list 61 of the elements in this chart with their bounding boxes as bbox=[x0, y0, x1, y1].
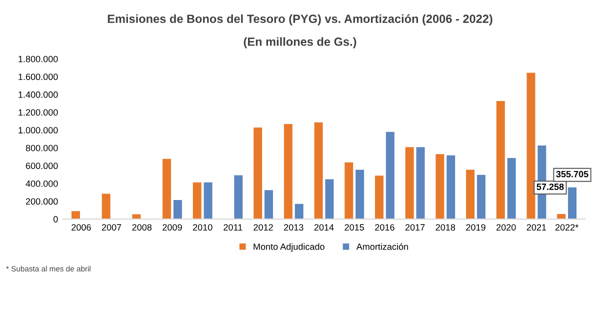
x-tick-label: 2008 bbox=[132, 224, 152, 231]
bar bbox=[344, 162, 354, 220]
x-tick-label: 2020 bbox=[496, 224, 516, 231]
y-tick-label: 600.000 bbox=[26, 162, 58, 170]
y-tick-label: 1.000.000 bbox=[18, 127, 58, 134]
bar bbox=[325, 179, 334, 220]
y-tick-label: 800.000 bbox=[26, 144, 58, 152]
bar bbox=[254, 127, 262, 220]
bar bbox=[386, 132, 394, 220]
bar bbox=[294, 204, 304, 220]
bar bbox=[72, 211, 80, 220]
legend-label: Monto Adjudicado bbox=[254, 243, 324, 252]
y-tick-label: 1.800.000 bbox=[18, 56, 58, 62]
bar bbox=[284, 124, 292, 220]
y-tick-label: 200.000 bbox=[26, 198, 58, 205]
bar bbox=[374, 176, 384, 220]
x-tick-label: 2016 bbox=[375, 224, 394, 231]
legend-label: Amortización bbox=[356, 243, 408, 250]
bar bbox=[162, 158, 172, 220]
bar bbox=[173, 200, 182, 220]
data-label: 355.705 bbox=[556, 170, 588, 178]
x-tick-label: 2012 bbox=[254, 224, 273, 231]
bar bbox=[568, 187, 576, 220]
y-tick-label: 1.400.000 bbox=[18, 91, 58, 98]
y-tick-label: 400.000 bbox=[26, 180, 58, 187]
chart-title: Emisiones de Bonos del Tesoro (PYG) vs. Amortización (2006 - 2022) bbox=[108, 14, 492, 26]
x-tick-label: 2021 bbox=[526, 224, 546, 231]
bar bbox=[507, 158, 516, 220]
x-tick-label: 2010 bbox=[193, 224, 212, 231]
data-label: 57.258 bbox=[536, 184, 564, 190]
bar bbox=[132, 214, 141, 220]
x-tick-label: 2013 bbox=[284, 224, 304, 231]
x-tick-label: 2022* bbox=[555, 224, 578, 231]
x-tick-label: 2019 bbox=[466, 224, 486, 231]
x-tick-label: 2007 bbox=[102, 224, 122, 231]
bar bbox=[436, 154, 444, 220]
x-tick-label: 2006 bbox=[72, 224, 91, 231]
bar bbox=[446, 155, 456, 220]
x-tick-label: 2011 bbox=[224, 224, 242, 231]
bar bbox=[102, 194, 110, 220]
bar bbox=[405, 147, 414, 220]
bar bbox=[476, 174, 486, 220]
y-tick-label: 1.200.000 bbox=[18, 109, 58, 116]
bar bbox=[192, 182, 202, 220]
bar bbox=[356, 170, 364, 220]
bar bbox=[234, 175, 243, 220]
y-tick-label: 1.600.000 bbox=[18, 74, 58, 80]
x-tick-label: 2014 bbox=[314, 224, 334, 231]
bar bbox=[204, 182, 212, 220]
x-tick-label: 2009 bbox=[162, 224, 182, 231]
bar bbox=[416, 147, 425, 220]
x-tick-label: 2018 bbox=[436, 224, 456, 231]
bar bbox=[496, 100, 505, 220]
y-tick-label: 0 bbox=[53, 216, 58, 222]
bar bbox=[314, 122, 323, 220]
x-tick-label: 2015 bbox=[344, 224, 364, 231]
bar bbox=[264, 190, 274, 220]
bar bbox=[526, 72, 536, 220]
bar bbox=[466, 170, 475, 220]
chart-subtitle: (En millones de Gs.) bbox=[244, 37, 356, 48]
x-tick-label: 2017 bbox=[405, 224, 425, 231]
